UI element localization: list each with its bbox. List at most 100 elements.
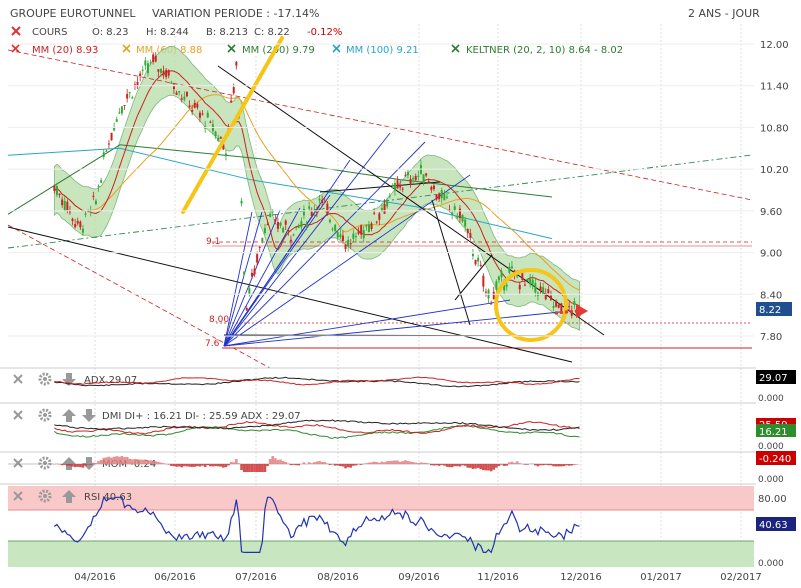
arrow-down-icon[interactable] [82, 409, 96, 422]
mom-bar [320, 461, 324, 464]
mm200-line [7, 144, 553, 215]
mom-bar [86, 464, 90, 465]
mom-bar [380, 461, 384, 464]
mom-bar [287, 463, 290, 464]
candle-body [274, 219, 277, 222]
mom-bar [60, 464, 64, 466]
gear-icon[interactable] [38, 489, 52, 503]
mom-bar [456, 464, 459, 467]
candle-body [185, 91, 188, 97]
candle-body [391, 187, 394, 189]
rsi-axis-zero: 0.000 [758, 559, 784, 569]
candle-body [380, 208, 383, 211]
gear-icon[interactable] [38, 408, 52, 422]
candle-body [393, 183, 396, 191]
mom-bar [359, 464, 363, 465]
arrow-down-icon[interactable] [62, 373, 76, 386]
candle-body [175, 92, 178, 95]
gann-fan-line [223, 211, 253, 347]
candle-body [409, 178, 412, 185]
candle-body [432, 185, 435, 190]
candle-body [497, 276, 500, 281]
candle-body [79, 221, 82, 228]
mom-bar [112, 456, 116, 464]
mom-bar [424, 462, 428, 464]
close-icon[interactable] [11, 44, 20, 53]
mom-bar [66, 464, 69, 466]
mom-axis-zero: 0.000 [758, 475, 784, 485]
mom-bar [471, 464, 475, 469]
close-icon[interactable] [13, 491, 23, 501]
mom-bar [235, 459, 238, 464]
candle-body [188, 105, 191, 108]
candle-body [261, 237, 264, 242]
candle-body [323, 201, 326, 203]
dmi-minus-line [54, 420, 580, 435]
candle-body [295, 227, 298, 229]
candle-body [250, 272, 253, 277]
time-axis: 04/2016 06/2016 07/2016 08/2016 09/2016 11/20… [74, 572, 762, 583]
candle-body [149, 62, 152, 64]
candle-body [352, 233, 355, 239]
candle-body [123, 105, 126, 107]
candle-body [120, 106, 123, 114]
green-uptrend-line [7, 154, 753, 249]
mom-bar [344, 464, 347, 469]
close-icon[interactable] [13, 410, 23, 420]
candle-body [552, 306, 555, 308]
mom-bar [294, 464, 298, 466]
mom-bar [266, 464, 269, 467]
level-label-91: 9.1 [206, 237, 220, 247]
candle-body [276, 222, 279, 229]
close-icon[interactable] [332, 44, 341, 53]
close-icon[interactable] [11, 26, 21, 36]
mom-bar [224, 464, 228, 468]
close-icon[interactable] [13, 374, 23, 384]
candle-body [258, 247, 261, 249]
mom-bar [76, 464, 80, 467]
mom-bar [341, 464, 345, 467]
mom-value: -0.240 [759, 454, 791, 465]
mom-bar [118, 456, 121, 464]
mom-bar [253, 464, 256, 472]
candle-body [139, 73, 142, 77]
candle-body [443, 193, 446, 201]
arrow-up-icon[interactable] [62, 490, 76, 503]
mom-bar [547, 464, 550, 466]
mom-bar [365, 463, 368, 464]
price-panel[interactable] [7, 36, 753, 369]
mom-value-badge [756, 451, 796, 465]
y-tick-label: 10.20 [760, 165, 789, 176]
candle-body [375, 221, 378, 223]
candle-body [334, 224, 337, 232]
mom-bar [73, 464, 77, 468]
arrow-up-icon[interactable] [62, 409, 76, 422]
rsi-line [53, 495, 580, 554]
close-icon[interactable] [122, 44, 131, 53]
y-tick-label: 8.40 [760, 290, 782, 301]
rsi-overbought-zone [8, 486, 754, 510]
arrow-down-icon[interactable] [82, 457, 96, 470]
candle-body [136, 81, 139, 86]
candle-body [479, 264, 482, 266]
gann-fan-line [223, 141, 426, 347]
candle-body [510, 266, 513, 269]
timeframe-label[interactable]: 2 ANS - JOUR [688, 7, 760, 20]
mom-bar [281, 460, 285, 464]
mom-bar [539, 464, 542, 466]
x-tick-label: 02/2017 [720, 572, 762, 583]
mom-bar [562, 464, 566, 467]
close-icon[interactable] [451, 44, 460, 53]
close-icon[interactable] [227, 44, 236, 53]
arrow-up-icon[interactable] [62, 457, 76, 470]
y-tick-label: 9.00 [760, 249, 782, 260]
mom-bar [198, 464, 202, 467]
gear-icon[interactable] [38, 372, 52, 386]
candle-body [68, 211, 71, 213]
mom-bar [159, 462, 163, 464]
red-downtrend-line [7, 49, 753, 201]
mom-bar [219, 464, 223, 467]
x-tick-label: 08/2016 [317, 572, 359, 583]
close-icon[interactable] [13, 458, 23, 468]
mom-bar [133, 458, 137, 464]
